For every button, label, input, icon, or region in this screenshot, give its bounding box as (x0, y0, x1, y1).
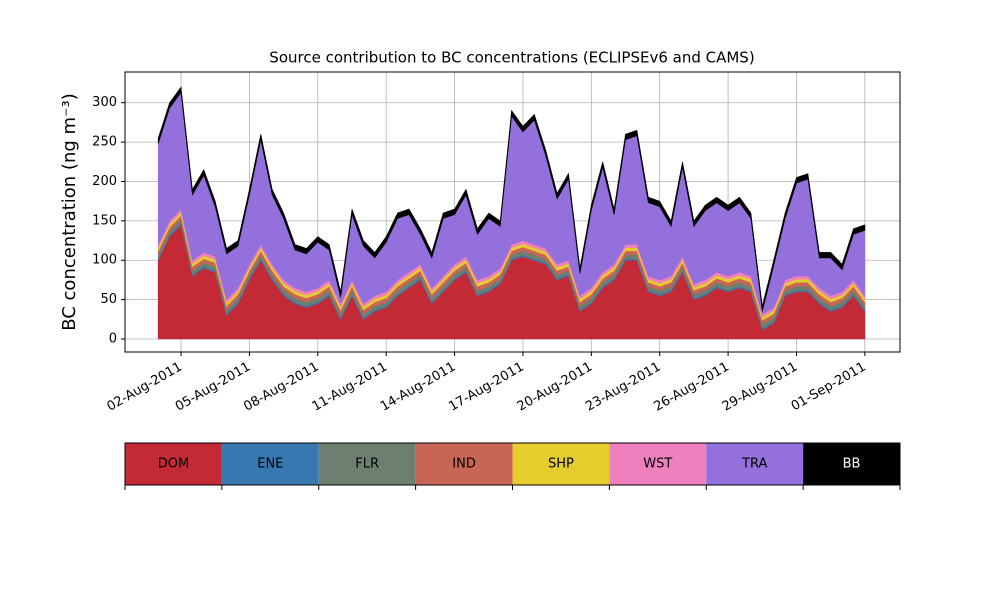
x-tick-label: 11-Aug-2011 (310, 360, 390, 415)
y-tick-label: 300 (92, 95, 117, 110)
legend-swatch (512, 443, 610, 485)
x-tick-label: 01-Sep-2011 (789, 360, 869, 415)
legend-label: FLR (355, 457, 379, 472)
x-tick-label: 29-Aug-2011 (720, 360, 800, 415)
legend-swatch (221, 443, 319, 485)
plot-area (157, 86, 866, 340)
legend-swatch (609, 443, 707, 485)
plot-frame (124, 71, 901, 353)
x-tick-label: 23-Aug-2011 (583, 360, 663, 415)
x-tick-label: 17-Aug-2011 (446, 360, 526, 415)
y-tick-label: 250 (92, 135, 117, 150)
legend-label: IND (452, 457, 476, 472)
x-tick-label: 26-Aug-2011 (652, 360, 732, 415)
legend-swatch (803, 443, 900, 485)
legend-swatch (415, 443, 513, 485)
y-tick-label: 50 (100, 292, 117, 307)
legend-label: TRA (741, 457, 767, 472)
y-tick-label: 200 (92, 174, 117, 189)
legend-swatch (706, 443, 804, 485)
legend-label: ENE (257, 457, 283, 472)
legend-label: BB (843, 457, 861, 472)
y-tick-label: 100 (92, 253, 117, 268)
x-tick-label: 08-Aug-2011 (241, 360, 321, 415)
legend-label: WST (643, 457, 672, 472)
x-tick-label: 05-Aug-2011 (173, 360, 253, 415)
legend-swatch (125, 443, 222, 485)
legend-swatch (318, 443, 416, 485)
legend-label: SHP (548, 457, 574, 472)
area (157, 86, 866, 312)
legend-frame (124, 442, 901, 486)
y-tick-label: 150 (92, 213, 117, 228)
x-tick-label: 20-Aug-2011 (515, 360, 595, 415)
chart-title: Source contribution to BC concentrations… (269, 49, 754, 67)
x-tick-label: 02-Aug-2011 (104, 360, 184, 415)
y-axis-label: BC concentration (ng m⁻³) (59, 93, 80, 331)
y-tick-label: 0 (109, 332, 117, 347)
legend-label: DOM (158, 457, 189, 472)
x-tick-label: 14-Aug-2011 (378, 360, 458, 415)
